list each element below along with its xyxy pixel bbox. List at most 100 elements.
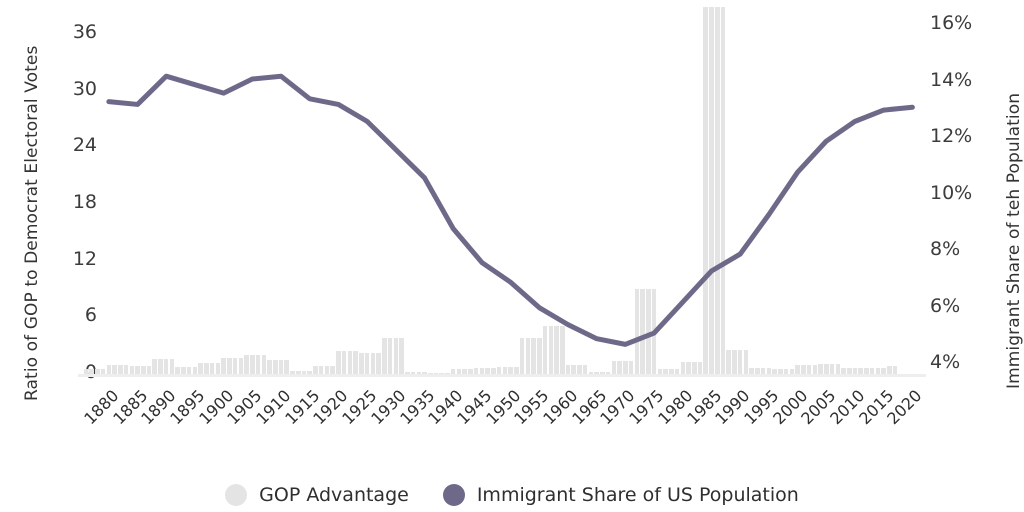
bar: [301, 371, 307, 374]
bar: [491, 368, 496, 374]
right-axis-ticks: 4% 6% 8% 10% 12% 14% 16%: [930, 0, 990, 400]
bar: [313, 365, 318, 374]
bar: [720, 6, 726, 374]
bar: [829, 363, 835, 374]
bar: [250, 355, 255, 374]
bar: [169, 358, 175, 374]
bar: [824, 363, 829, 374]
bar: [405, 372, 410, 374]
bar: [692, 361, 697, 374]
left-axis-tick: 18: [72, 191, 97, 213]
bar: [789, 369, 795, 374]
bar: [634, 289, 640, 374]
bar: [284, 359, 290, 374]
bar: [887, 365, 892, 374]
bar: [755, 368, 760, 374]
bar: [600, 372, 605, 374]
bar: [387, 338, 393, 374]
bar: [519, 338, 525, 374]
bar: [732, 350, 737, 374]
legend-item[interactable]: GOP Advantage: [225, 484, 409, 506]
right-axis-tick: 14%: [930, 68, 973, 91]
left-axis-tick: 36: [72, 21, 97, 43]
bar: [640, 289, 645, 374]
legend-marker-circle-icon: [442, 484, 465, 506]
bar: [835, 363, 841, 374]
bar: [221, 357, 226, 374]
bar: [152, 358, 157, 374]
bar: [232, 357, 238, 374]
bar: [347, 351, 353, 374]
bar: [186, 367, 192, 374]
bar: [192, 367, 198, 374]
bar: [89, 369, 94, 374]
bar: [83, 369, 89, 374]
bar: [766, 368, 772, 374]
bar: [623, 360, 628, 374]
bar: [175, 367, 180, 374]
bar: [669, 369, 674, 374]
legend-label: Immigrant Share of US Population: [476, 484, 799, 506]
bar: [875, 368, 881, 374]
bar: [858, 368, 863, 374]
bar: [743, 350, 749, 374]
chart-legend: GOP Advantage Immigrant Share of US Popul…: [0, 478, 1024, 512]
bar: [737, 350, 743, 374]
right-axis-title: Immigrant Share of teh Population: [1004, 92, 1024, 389]
bar: [537, 338, 542, 374]
bar: [525, 338, 531, 374]
bar: [778, 369, 783, 374]
bar: [559, 325, 565, 374]
bar: [341, 351, 347, 374]
bar: [588, 372, 594, 374]
bar: [582, 364, 588, 374]
bar: [795, 364, 800, 374]
immigrant-share-line: [106, 73, 915, 347]
bar: [336, 351, 341, 374]
bar: [709, 6, 714, 374]
bar: [439, 373, 444, 374]
right-axis-tick: 12%: [930, 125, 973, 148]
bar: [565, 364, 571, 374]
bar: [869, 368, 875, 374]
bar: [485, 368, 490, 374]
bar: [290, 371, 295, 374]
bar: [514, 367, 519, 374]
bar: [542, 325, 548, 374]
bar: [812, 364, 818, 374]
bar: [473, 368, 479, 374]
bar: [163, 358, 169, 374]
bar: [846, 368, 852, 374]
bar: [611, 360, 617, 374]
legend-label: GOP Advantage: [259, 484, 409, 506]
bar: [95, 369, 100, 374]
bar: [393, 338, 399, 374]
bar: [697, 361, 703, 374]
bar: [112, 364, 117, 374]
bar: [370, 353, 376, 374]
bar: [680, 361, 686, 374]
bar: [410, 372, 416, 374]
bar: [686, 361, 691, 374]
bar: [571, 364, 576, 374]
bar: [760, 368, 766, 374]
bar: [353, 351, 358, 374]
right-axis-tick: 10%: [930, 181, 973, 204]
bar: [295, 371, 301, 374]
legend-item[interactable]: Immigrant Share of US Population: [442, 484, 799, 506]
bar: [209, 362, 215, 374]
bar: [238, 357, 244, 374]
bar: [364, 353, 370, 374]
bar: [554, 325, 559, 374]
bar: [531, 338, 536, 374]
left-axis-tick: 30: [72, 77, 97, 100]
bar: [307, 371, 312, 374]
bar: [450, 369, 456, 374]
bar: [204, 362, 209, 374]
bar: [422, 372, 427, 374]
line-series-immigrant-share: [106, 73, 915, 347]
bar: [140, 365, 146, 374]
left-axis-title: Ratio of GOP to Democrat Electoral Votes: [22, 45, 42, 401]
bar: [496, 367, 502, 374]
